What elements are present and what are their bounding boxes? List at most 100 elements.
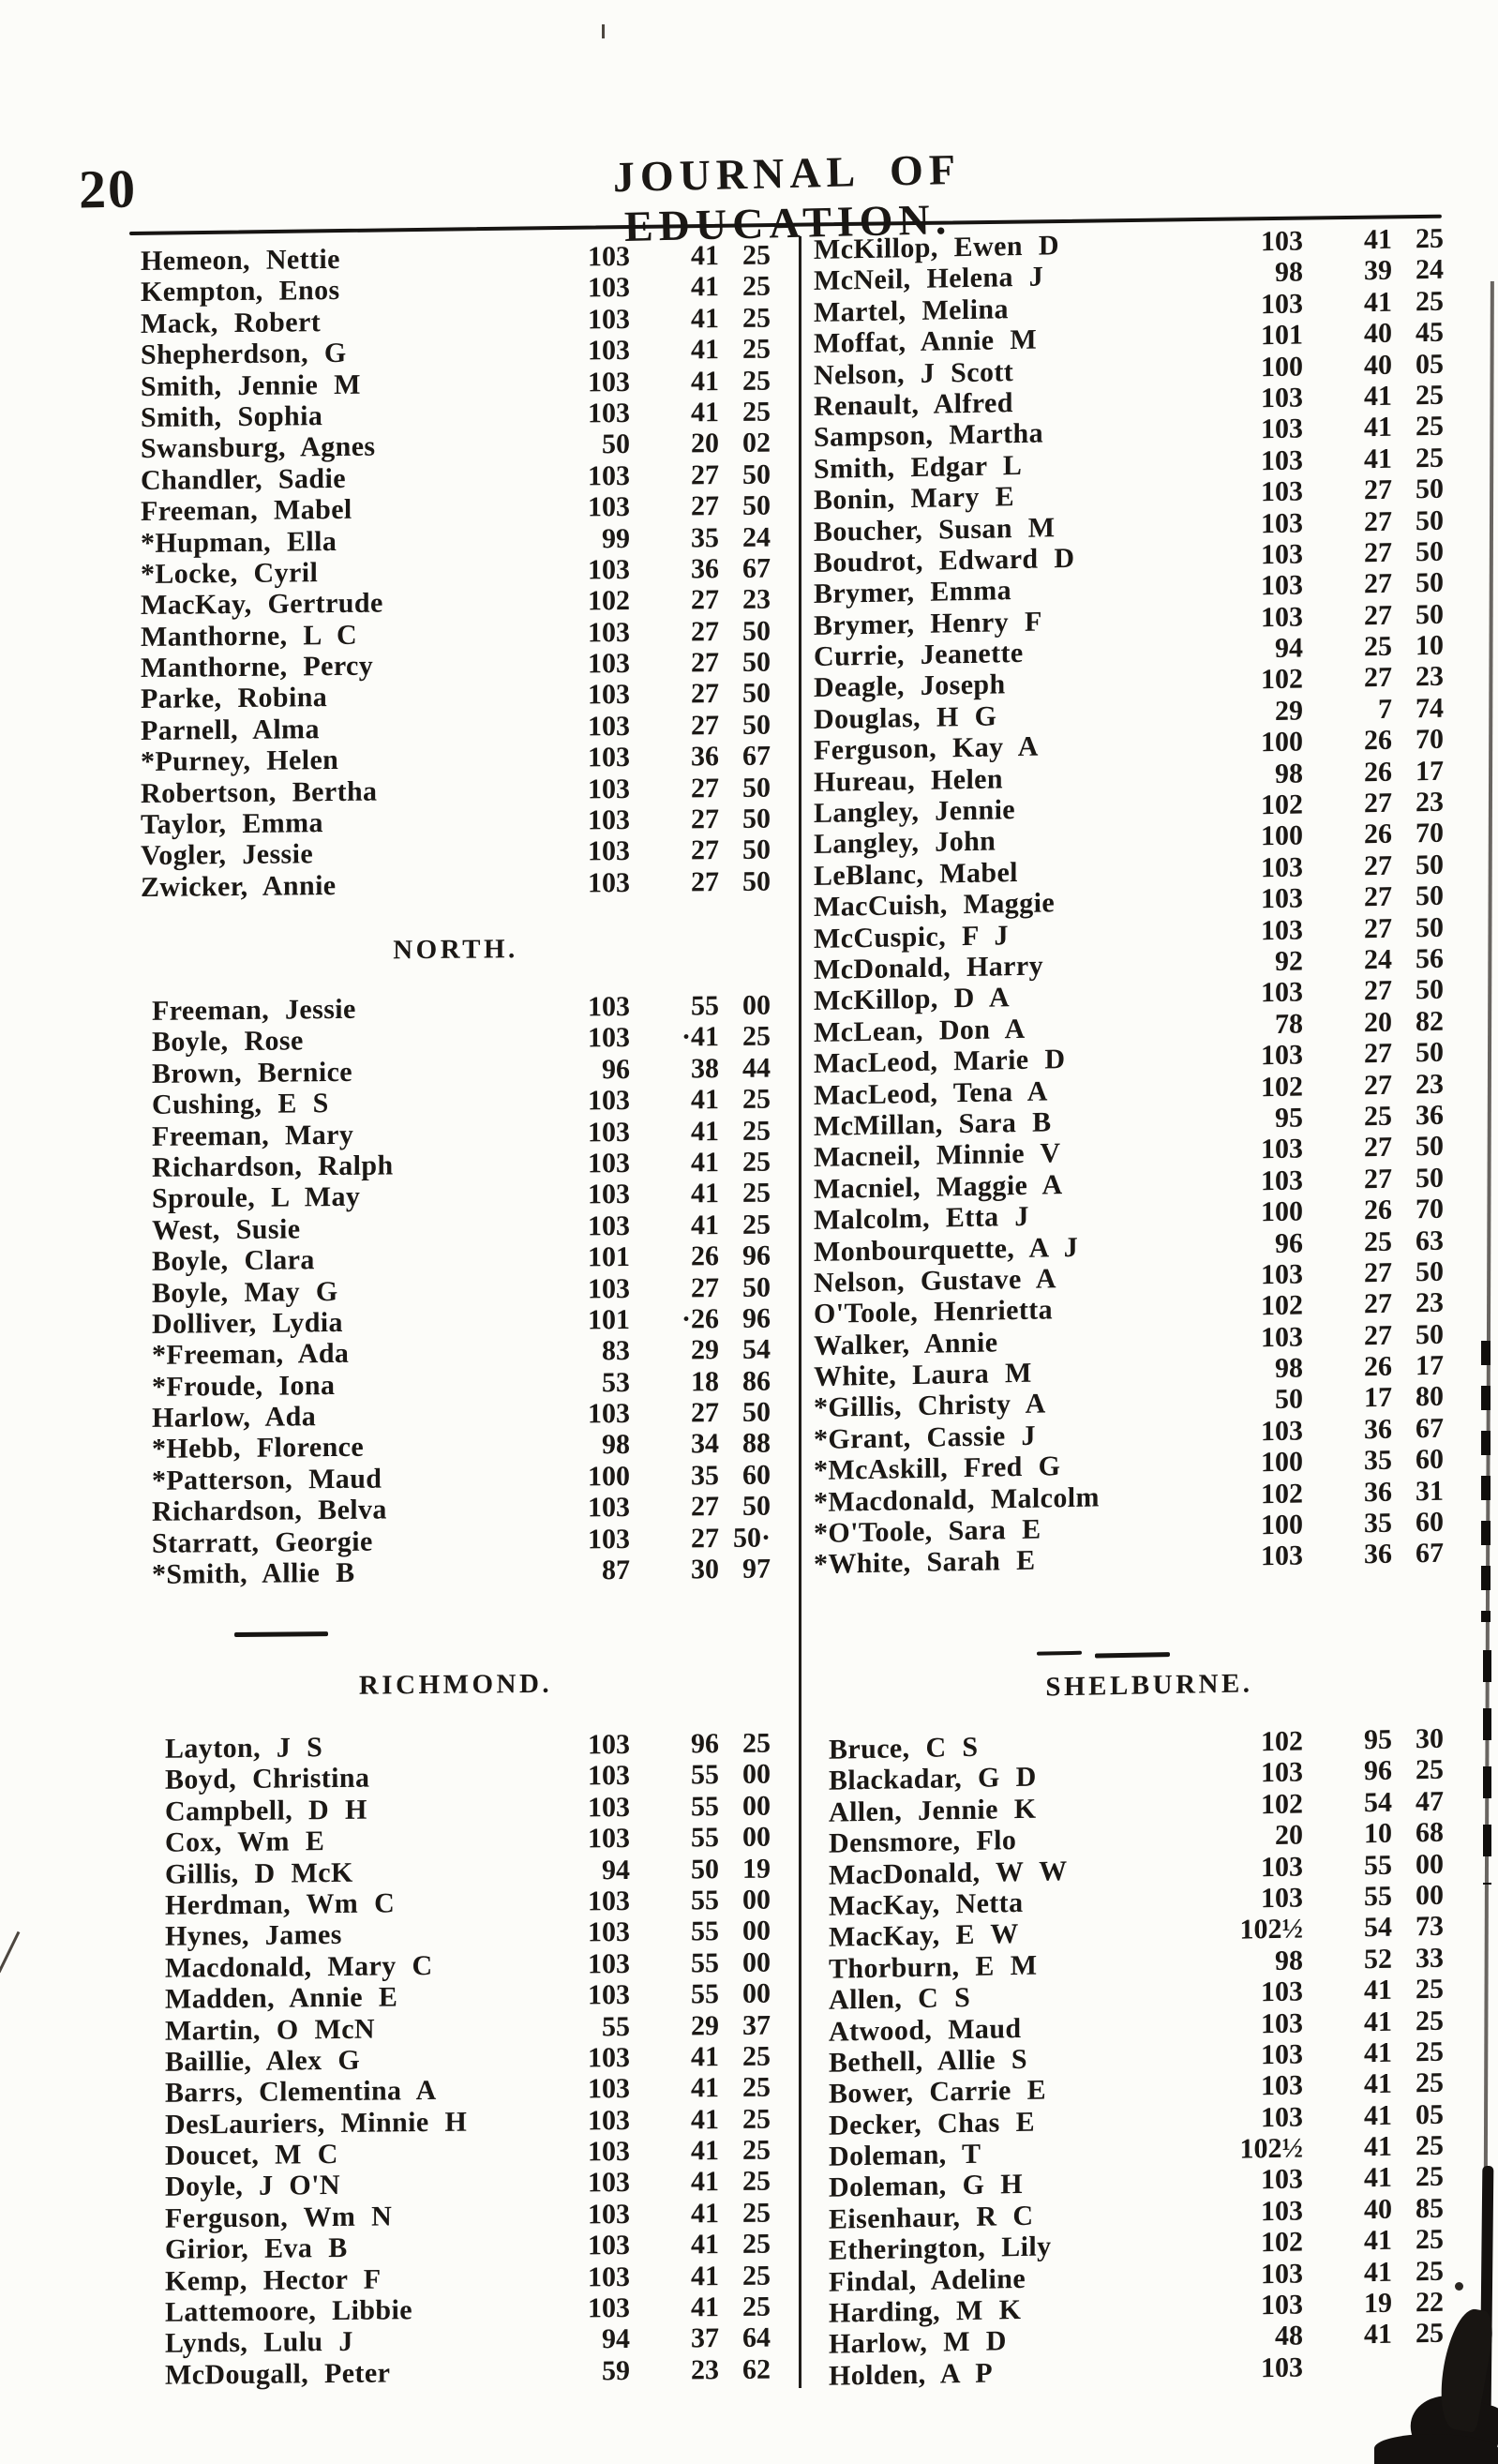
amount-paid: 27 23: [1303, 1068, 1444, 1102]
days-taught: 100: [1261, 726, 1303, 759]
days-taught: 103: [588, 648, 630, 680]
amount-cents: 50: [742, 709, 771, 741]
days-taught: 103: [588, 1147, 630, 1179]
amount-dollars: 27: [691, 615, 719, 648]
amount-paid: 17 80: [1303, 1381, 1444, 1415]
teacher-name: Barrs, Clementina A: [165, 2075, 437, 2110]
teacher-name: Boyle, May G: [152, 1275, 338, 1309]
section-heading-north: NORTH.: [393, 934, 518, 966]
days-taught: 102: [1261, 1289, 1303, 1322]
amount-dollars: 95: [1364, 1723, 1392, 1756]
amount-paid: [1303, 2373, 1444, 2376]
days-taught: 103: [588, 1272, 630, 1304]
amount-dollars: 27: [1364, 1319, 1392, 1351]
days-taught: 103: [588, 2136, 630, 2168]
amount-paid: ·26 96: [630, 1302, 771, 1335]
amount-paid: 27 50: [630, 865, 771, 898]
amount-paid: 18 86: [630, 1365, 771, 1398]
amount-dollars: 27: [1364, 1037, 1392, 1070]
amount-paid: 50 19: [630, 1853, 771, 1886]
days-taught: 103: [588, 679, 630, 711]
days-taught: 103: [588, 2041, 630, 2074]
amount-dollars: 27: [1364, 567, 1392, 600]
amount-dollars: 55: [691, 990, 719, 1022]
amount-dollars: 41: [691, 1115, 719, 1147]
amount-paid: 10 68: [1303, 1817, 1444, 1851]
amount-dollars: 29: [691, 1334, 719, 1366]
amount-dollars: 41: [1364, 2224, 1392, 2257]
amount-paid: 20 02: [630, 428, 771, 460]
amount-cents: 80: [1416, 1381, 1444, 1413]
amount-cents: 88: [742, 1428, 771, 1460]
amount-cents: 05: [1416, 348, 1444, 380]
days-taught: 103: [1261, 2101, 1303, 2133]
days-taught: 83: [602, 1335, 630, 1367]
days-taught: 103: [588, 303, 630, 336]
teacher-name: Herdman, Wm C: [165, 1887, 396, 1921]
amount-dollars: 27: [1364, 1132, 1392, 1164]
column-divider-rule: [799, 236, 801, 2388]
amount-dollars: 27: [691, 458, 719, 491]
teacher-name: Manthorne, Percy: [141, 650, 374, 684]
amount-cents: 25: [742, 1115, 771, 1147]
amount-paid: 41 25: [1303, 2318, 1444, 2351]
days-taught: 103: [1261, 288, 1303, 321]
amount-cents: 00: [742, 1915, 771, 1947]
amount-paid: 29 37: [630, 2009, 771, 2042]
teacher-name: *Hebb, Florence: [152, 1432, 365, 1465]
amount-cents: 25: [742, 2260, 771, 2291]
amount-cents: 97: [742, 1553, 771, 1585]
amount-paid: 27 50: [630, 458, 771, 491]
days-taught: 103: [1261, 444, 1303, 476]
amount-paid: 96 25: [1303, 1754, 1444, 1788]
days-taught: 103: [1261, 1976, 1303, 2008]
days-taught: 103: [588, 990, 630, 1023]
days-taught: 103: [1261, 882, 1303, 915]
amount-dollars: 27: [1364, 599, 1392, 631]
days-taught: 78: [1275, 1008, 1303, 1040]
teacher-name: Freeman, Jessie: [152, 993, 356, 1027]
amount-paid: 7 74: [1303, 693, 1444, 727]
days-taught: 103: [588, 616, 630, 649]
days-taught: 103: [1261, 2069, 1303, 2102]
amount-cents: 73: [1416, 1911, 1444, 1943]
amount-paid: 27 50: [630, 678, 771, 711]
amount-dollars: 26: [1364, 724, 1392, 757]
amount-cents: 00: [1416, 1879, 1444, 1912]
amount-paid: 55 00: [630, 1916, 771, 1948]
amount-dollars: 35: [691, 1459, 719, 1492]
days-taught: 103: [588, 272, 630, 304]
amount-dollars: 10: [1364, 1817, 1392, 1850]
days-taught: 103: [1261, 2163, 1303, 2196]
days-taught: 103: [588, 2198, 630, 2231]
days-taught: 50: [602, 428, 630, 460]
days-taught: 102½: [1239, 1913, 1304, 1946]
amount-dollars: 36: [1364, 1539, 1392, 1570]
amount-dollars: 52: [1364, 1943, 1392, 1975]
amount-cents: 17: [1416, 755, 1444, 787]
teacher-name: Vogler, Jessie: [141, 838, 314, 872]
amount-dollars: 54: [1364, 1912, 1392, 1944]
amount-dollars: 41: [691, 2229, 719, 2261]
teacher-row: Zwicker, Annie 103 27 50: [141, 865, 771, 903]
days-taught: 102: [1261, 1725, 1303, 1758]
days-taught: 103: [588, 335, 630, 367]
amount-paid: 24 56: [1303, 943, 1444, 977]
amount-paid: 27 50: [1303, 504, 1444, 538]
amount-paid: 27 50: [630, 1271, 771, 1304]
days-taught: 103: [1261, 1164, 1303, 1196]
amount-cents: 31: [1416, 1475, 1444, 1507]
days-taught: 103: [1261, 851, 1303, 884]
amount-dollars: 55: [691, 1978, 719, 2010]
amount-cents: 25: [1416, 2223, 1444, 2256]
amount-cents: 25: [1416, 2005, 1444, 2036]
amount-dollars: 27: [1364, 787, 1392, 819]
amount-paid: 27 50: [630, 647, 771, 680]
amount-dollars: 41: [1364, 2319, 1392, 2351]
days-taught: 103: [588, 1791, 630, 1824]
amount-cents: 50: [742, 772, 771, 804]
teacher-row: McDougall, Peter 59 23 62: [141, 2353, 771, 2391]
teacher-name: Swansburg, Agnes: [141, 430, 376, 465]
teacher-name: Kempton, Enos: [141, 275, 340, 308]
section-divider-right-b: [1095, 1652, 1170, 1659]
